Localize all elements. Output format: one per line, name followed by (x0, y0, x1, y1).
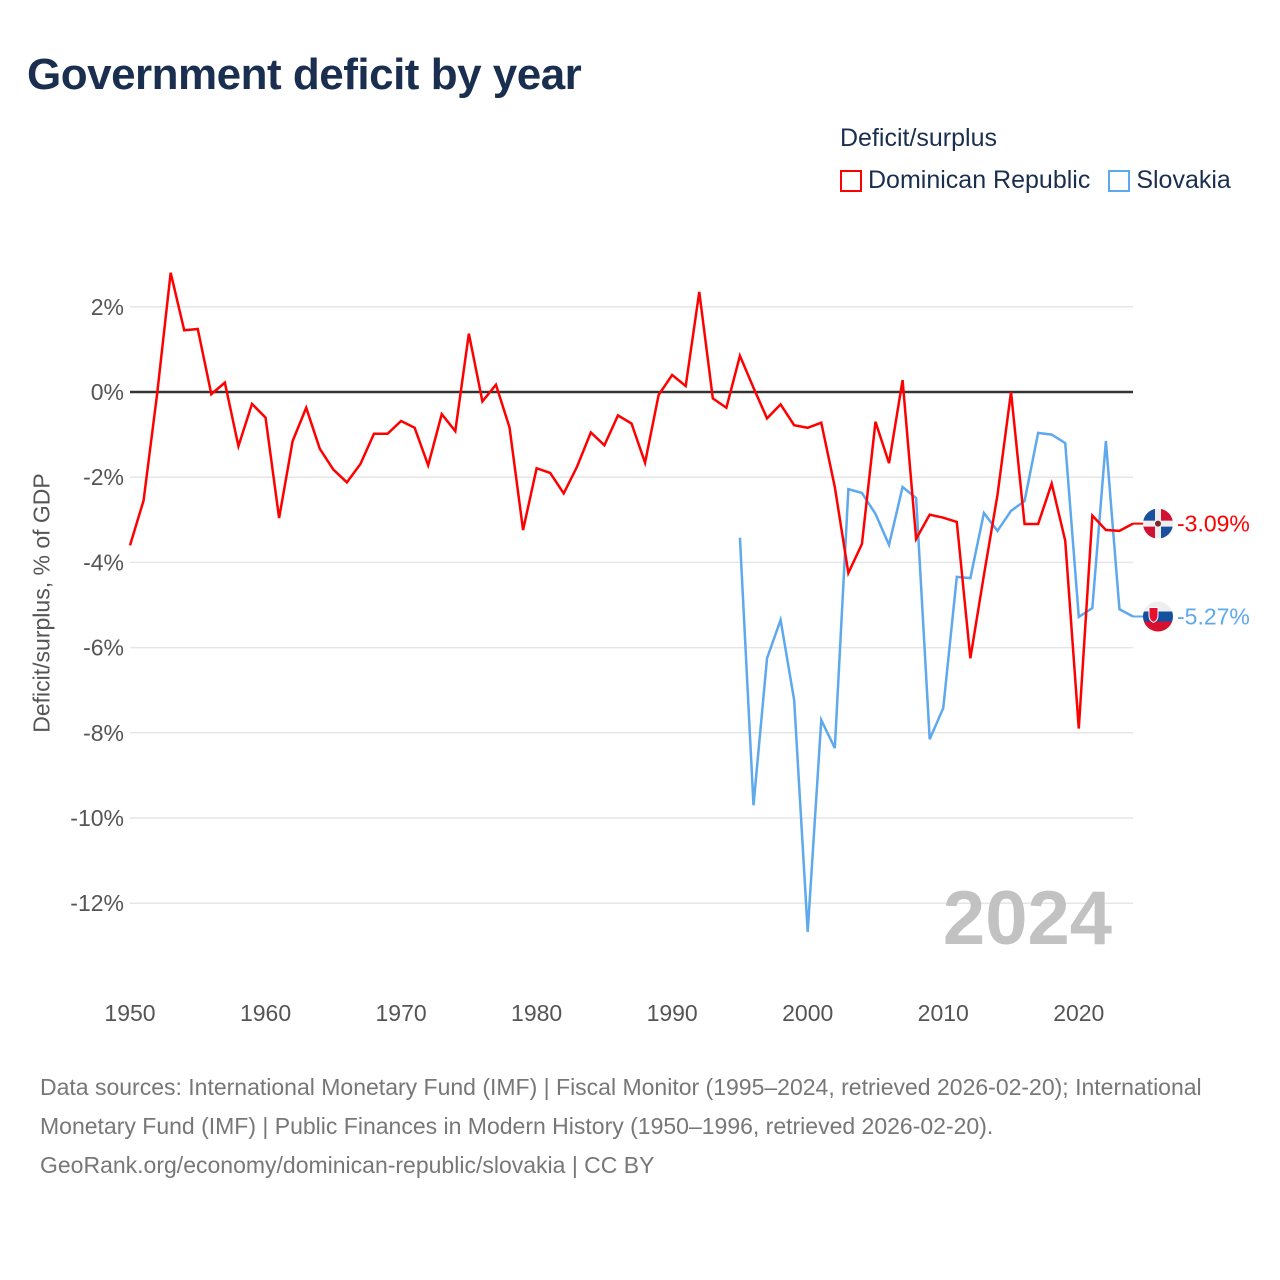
x-tick-label: 1960 (240, 1000, 291, 1026)
year-watermark: 2024 (943, 876, 1112, 961)
flag-fill (1143, 508, 1173, 539)
chart-plot: 2% 0% -2% -4% -6% -8% -10% -12% 1950 1960 1970 1980… (70, 272, 1250, 1026)
flag-part (1155, 520, 1161, 527)
series-line-slovakia (738, 431, 1134, 932)
slovakia-flag-icon (1143, 601, 1173, 632)
flag-part (1148, 607, 1159, 624)
footer: Data sources: International Monetary Fun… (40, 1068, 1240, 1185)
y-tick-label: -6% (83, 635, 124, 661)
end-value-label: -5.27% (1177, 604, 1250, 630)
x-tick-label: 1990 (647, 1000, 698, 1026)
flag-part (1143, 526, 1155, 539)
legend: Dominican Republic Slovakia (840, 166, 1231, 195)
series-line-dominican-republic (128, 272, 1134, 729)
flag-fill (1143, 601, 1173, 632)
legend-label: Slovakia (1136, 166, 1231, 194)
y-tick-label: -4% (83, 549, 124, 575)
x-tick-label: 2010 (918, 1000, 969, 1026)
data-sources: Data sources: International Monetary Fun… (40, 1074, 1202, 1139)
y-tick-label: -2% (83, 464, 124, 490)
dominican-republic-flag-icon (1143, 508, 1173, 539)
flag-part (1161, 526, 1173, 539)
flag-part (1143, 601, 1173, 612)
y-tick-label: 2% (91, 294, 124, 320)
x-tick-label: 2020 (1053, 1000, 1104, 1026)
credit-link[interactable]: GeoRank.org/economy/dominican-republic/s… (40, 1152, 655, 1178)
legend-title: Deficit/surplus (840, 124, 997, 152)
flag-part (1143, 508, 1155, 521)
y-tick-label: 0% (91, 379, 124, 405)
end-value-label: -3.09% (1177, 511, 1250, 537)
x-tick-label: 1980 (511, 1000, 562, 1026)
x-tick-label: 1950 (104, 1000, 155, 1026)
legend-item-slovakia[interactable]: Slovakia (1108, 166, 1231, 195)
y-tick-label: -10% (70, 805, 124, 831)
legend-item-dominican-republic[interactable]: Dominican Republic (840, 166, 1090, 195)
flag-part (1161, 508, 1173, 521)
chart-title: Government deficit by year (27, 50, 582, 99)
legend-swatch (840, 169, 862, 192)
x-tick-label: 1970 (375, 1000, 426, 1026)
y-tick-label: -8% (83, 720, 124, 746)
legend-swatch (1108, 169, 1131, 192)
x-tick-label: 2000 (782, 1000, 833, 1026)
flag-part (1143, 621, 1173, 632)
legend-label: Dominican Republic (868, 166, 1091, 194)
y-tick-label: -12% (70, 890, 124, 916)
